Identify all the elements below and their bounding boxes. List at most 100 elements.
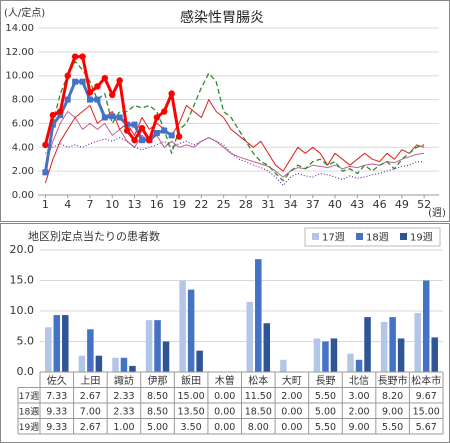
x-tick-label: 大町 [282, 374, 302, 387]
table-row-header: 17週 [19, 391, 39, 402]
table-cell: 5.50 [315, 391, 336, 402]
table-cell: 5.00 [315, 406, 336, 417]
point [64, 96, 71, 103]
table-cell: 15.00 [413, 406, 440, 417]
y-tick-label: 2.00 [12, 166, 34, 177]
point [86, 96, 93, 103]
point [131, 136, 138, 144]
x-tick-label: 4 [64, 198, 71, 211]
x-tick-label: 長野市 [378, 374, 408, 387]
point [161, 127, 168, 134]
x-tick-label: 28 [239, 198, 253, 211]
chart-title: 感染性胃腸炎 [180, 9, 264, 26]
bar [129, 365, 136, 372]
point [175, 133, 183, 140]
x-tick-label: 25 [217, 198, 231, 211]
point [161, 108, 168, 115]
table-cell: 2.33 [113, 391, 134, 402]
table-cell: 9.00 [348, 422, 369, 433]
table-cell: 13.50 [178, 406, 205, 417]
table-cell: 7.33 [46, 391, 67, 402]
bar [280, 359, 287, 372]
series-line [44, 99, 425, 184]
x-tick-label: 木曽 [215, 374, 235, 387]
table-cell: 9.00 [382, 406, 403, 417]
legend-swatch [312, 233, 319, 240]
table-cell: 3.50 [181, 422, 202, 433]
legend [304, 227, 441, 247]
table-row-header: 19週 [19, 422, 39, 433]
table-cell: 8.00 [248, 422, 269, 433]
legend-label: 18週 [366, 232, 389, 244]
bar [431, 337, 438, 372]
table-cell: 0.00 [214, 391, 235, 402]
chart-title: 地区別定点当たりの患者数 [28, 229, 160, 243]
bar [397, 338, 405, 372]
table-cell: 1.00 [113, 422, 134, 433]
series-line [45, 137, 425, 187]
table-cell: 9.33 [46, 406, 67, 417]
bar [162, 341, 170, 372]
bar [263, 323, 271, 372]
table-cell: 2.67 [80, 391, 101, 402]
x-tick-label: 佐久 [47, 375, 67, 387]
point [109, 91, 116, 99]
x-tick-label: 北信 [349, 375, 369, 387]
bar [112, 357, 119, 372]
x-tick-label: 上田 [80, 375, 100, 387]
bar [255, 259, 262, 372]
x-tick-label: 43 [350, 198, 364, 211]
point [49, 111, 57, 119]
series-line [44, 111, 425, 178]
bar [330, 338, 338, 372]
y-tick-label: 15.0 [10, 274, 35, 287]
x-tick-label: 10 [105, 198, 119, 211]
table-cell: 2.00 [281, 391, 302, 402]
point [153, 114, 161, 121]
x-tick-label: 1 [42, 198, 49, 211]
point [94, 96, 101, 103]
bar [53, 315, 61, 372]
point [57, 108, 64, 115]
point [64, 72, 71, 79]
x-tick-label: 52 [417, 198, 431, 211]
bar [87, 329, 94, 372]
panel-border [0, 0, 450, 222]
bar [347, 353, 354, 372]
y-axis-label: (人/定点) [4, 6, 45, 19]
bar [179, 280, 186, 372]
table-cell: 2.67 [80, 422, 101, 433]
y-tick-label: 0.00 [12, 190, 34, 201]
table-cell: 8.50 [147, 391, 168, 402]
y-tick-label: 0.0 [17, 365, 35, 378]
table-cell: 9.67 [416, 391, 437, 402]
point [109, 113, 116, 120]
bar [389, 317, 396, 372]
bar [246, 301, 254, 372]
legend-swatch [400, 233, 407, 240]
x-tick-label: 34 [283, 198, 297, 211]
table-cell: 8.50 [147, 406, 168, 417]
point [168, 90, 175, 97]
point [116, 114, 123, 121]
point [79, 53, 86, 60]
y-tick-label: 10.00 [5, 71, 34, 82]
bar [95, 355, 103, 372]
table-cell: 7.00 [80, 406, 101, 417]
bar [313, 338, 321, 372]
table-cell: 15.00 [178, 391, 205, 402]
x-tick-label: 松本 [248, 374, 268, 387]
point [86, 89, 94, 96]
legend-label: 19週 [410, 232, 433, 244]
x-tick-label: 37 [306, 198, 320, 211]
x-axis-label: (週) [428, 207, 446, 219]
table-cell: 2.33 [113, 406, 134, 417]
x-tick-label: 13 [128, 198, 142, 211]
y-tick-label: 6.00 [12, 118, 34, 129]
table-cell: 3.00 [348, 391, 369, 402]
bar [45, 327, 52, 372]
point [123, 127, 131, 134]
bar [62, 315, 69, 372]
x-tick-label: 49 [395, 198, 409, 211]
